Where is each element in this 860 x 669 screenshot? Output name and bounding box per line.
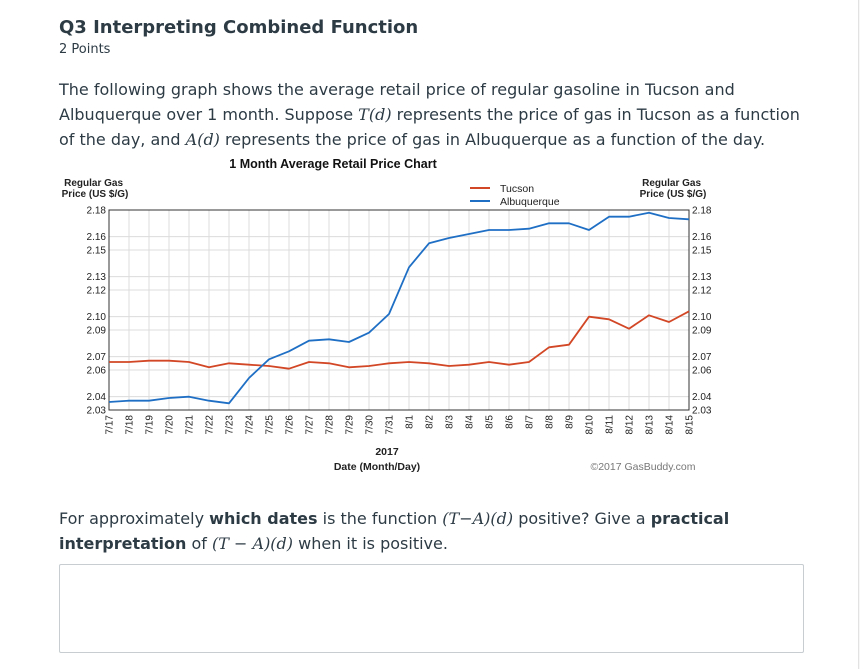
- answer-input[interactable]: [59, 564, 804, 653]
- y-tick-label-right: 2.10: [692, 312, 712, 323]
- y-tick-label-right: 2.12: [692, 286, 712, 297]
- function-a-of-d: A(d): [185, 130, 220, 149]
- x-tick-label: 7/26: [285, 415, 296, 435]
- y-tick-label-left: 2.10: [87, 312, 107, 323]
- x-tick-label: 8/10: [585, 415, 596, 435]
- x-tick-label: 7/31: [385, 415, 396, 435]
- x-tick-label: 7/22: [205, 415, 216, 435]
- chart-svg: 1 Month Average Retail Price Chart Regul…: [62, 157, 712, 473]
- y-tick-label-left: 2.13: [87, 272, 107, 283]
- y-tick-label-left: 2.18: [87, 206, 107, 217]
- x-tick-label: 8/12: [625, 415, 636, 435]
- series-line-tucson: [109, 310, 690, 370]
- chart-series: [108, 211, 690, 405]
- gas-price-chart: 1 Month Average Retail Price Chart Regul…: [59, 152, 729, 474]
- y-tick-label-left: 2.06: [87, 366, 107, 377]
- prompt-emphasis-dates: which dates: [209, 509, 318, 528]
- y-tick-label-left: 2.03: [87, 406, 107, 417]
- x-tick-label: 7/18: [125, 415, 136, 435]
- question-text-part: represents the price of gas in Albuquerq…: [219, 130, 766, 149]
- y-tick-label-right: 2.04: [692, 392, 712, 403]
- prompt-part: of: [186, 534, 213, 553]
- y-tick-label-right: 2.09: [692, 326, 712, 337]
- legend-label-albuquerque: Albuquerque: [500, 196, 560, 208]
- x-tick-label: 7/29: [345, 415, 356, 435]
- series-line-albuquerque: [108, 211, 690, 405]
- x-tick-label: 8/6: [505, 415, 516, 429]
- y-tick-label-right: 2.06: [692, 366, 712, 377]
- chart-title: 1 Month Average Retail Price Chart: [229, 157, 437, 171]
- prompt-part: is the function: [317, 509, 443, 528]
- x-tick-label: 8/5: [485, 415, 496, 429]
- x-axis-label: Date (Month/Day): [334, 461, 420, 473]
- x-tick-label: 7/30: [365, 415, 376, 435]
- y-tick-label-left: 2.09: [87, 326, 107, 337]
- x-tick-label: 8/2: [425, 415, 436, 429]
- function-t-minus-a: (T−A)(d): [442, 509, 514, 528]
- x-tick-label: 7/19: [145, 415, 156, 435]
- x-tick-label: 7/20: [165, 415, 176, 435]
- x-tick-label: 7/25: [265, 415, 276, 435]
- question-text-part: The following graph shows the average re…: [59, 80, 735, 124]
- prompt-part: For approximately: [59, 509, 210, 528]
- y-tick-label-left: 2.04: [87, 392, 107, 403]
- x-tick-label: 8/8: [545, 415, 556, 429]
- x-tick-label: 7/23: [225, 415, 236, 435]
- x-tick-label: 8/9: [565, 415, 576, 429]
- x-tick-label: 8/13: [645, 415, 656, 435]
- question-prompt: For approximately which dates is the fun…: [59, 506, 819, 556]
- prompt-part: when it is positive.: [293, 534, 448, 553]
- x-tick-label: 8/11: [605, 415, 616, 434]
- y-tick-label-right: 2.15: [692, 246, 712, 257]
- function-t-minus-a-2: (T − A)(d): [212, 534, 294, 553]
- y-tick-label-right: 2.03: [692, 406, 712, 417]
- chart-legend: Tucson Albuquerque: [470, 183, 560, 208]
- plot-frame: [108, 209, 690, 411]
- x-tick-label: 8/1: [405, 415, 416, 429]
- x-axis-year: 2017: [375, 446, 399, 458]
- y-axis-label-right: Regular Gas Price (US $/G): [640, 178, 707, 200]
- x-tick-label: 7/21: [185, 415, 196, 435]
- x-tick-label: 8/14: [665, 415, 676, 435]
- question-title: Q3 Interpreting Combined Function: [59, 17, 419, 38]
- x-tick-label: 7/17: [105, 415, 116, 435]
- y-tick-label-right: 2.07: [692, 352, 712, 363]
- chart-grid: [108, 209, 690, 411]
- chart-ticks: 2.18 2.18 2.16 2.16 2.15 2.15 2.13 2.13 2.12 2.12…: [87, 206, 712, 435]
- x-tick-label: 7/28: [325, 415, 336, 435]
- prompt-part: positive? Give a: [513, 509, 651, 528]
- question-text: The following graph shows the average re…: [59, 77, 819, 152]
- y-tick-label-right: 2.18: [692, 206, 712, 217]
- x-tick-label: 7/27: [305, 415, 316, 435]
- question-text-part: represents the price of gas in Tucson as…: [59, 105, 800, 149]
- legend-label-tucson: Tucson: [500, 183, 534, 195]
- question-points: 2 Points: [59, 42, 111, 57]
- x-tick-label: 8/4: [465, 415, 476, 429]
- y-tick-label-left: 2.12: [87, 286, 107, 297]
- prompt-emphasis-interpretation: practical interpretation: [59, 509, 730, 553]
- x-tick-label: 7/24: [245, 415, 256, 435]
- y-tick-label-left: 2.16: [87, 232, 107, 243]
- chart-credit: ©2017 GasBuddy.com: [590, 461, 695, 473]
- y-tick-label-right: 2.13: [692, 272, 712, 283]
- y-tick-label-left: 2.15: [87, 246, 107, 257]
- x-tick-label: 8/7: [525, 415, 536, 429]
- y-tick-label-right: 2.16: [692, 232, 712, 243]
- x-tick-label: 8/15: [685, 415, 696, 435]
- x-tick-label: 8/3: [445, 415, 456, 429]
- y-axis-label-left: Regular Gas Price (US $/G): [62, 178, 129, 200]
- function-t-of-d: T(d): [358, 105, 392, 124]
- y-tick-label-left: 2.07: [87, 352, 107, 363]
